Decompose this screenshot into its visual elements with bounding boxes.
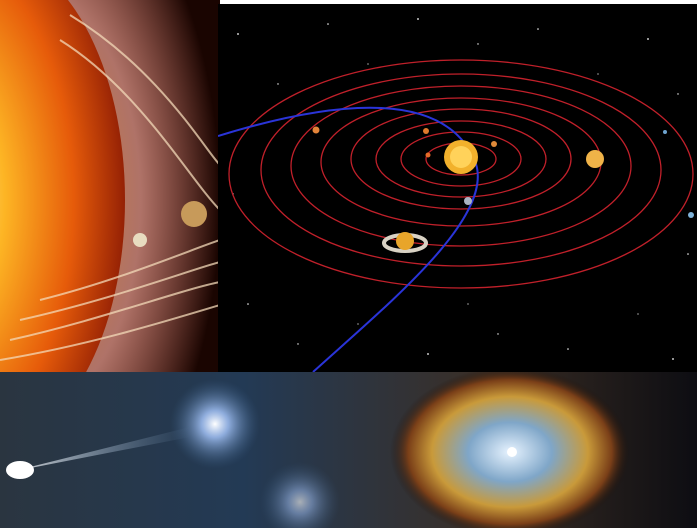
orbit-rings — [228, 59, 694, 289]
planet — [181, 201, 207, 227]
solar-system-panel — [218, 4, 697, 372]
planet — [425, 152, 431, 158]
nebula-panel — [0, 372, 697, 528]
planet — [423, 128, 429, 134]
stars — [232, 18, 689, 360]
orbit-lines — [0, 14, 220, 361]
jupiter — [586, 150, 604, 168]
saturn — [396, 232, 414, 250]
sun-illustration — [0, 0, 220, 400]
sun-panel — [0, 0, 220, 400]
orbit-diagram — [218, 4, 697, 372]
planet — [688, 212, 694, 218]
planet — [491, 141, 497, 147]
planet — [133, 233, 147, 247]
planet — [464, 197, 472, 205]
planet — [663, 130, 667, 134]
bright-star — [170, 379, 260, 469]
comet — [10, 427, 190, 472]
planet — [312, 126, 320, 134]
nebula-image — [0, 372, 697, 528]
